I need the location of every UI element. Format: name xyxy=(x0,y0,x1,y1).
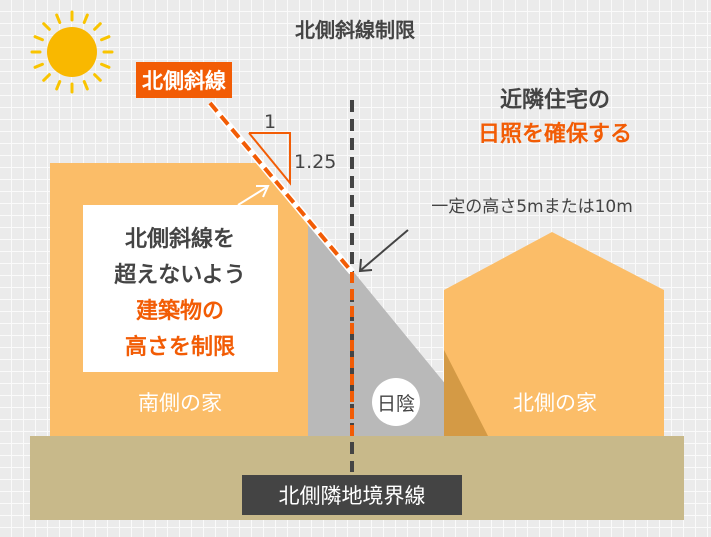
sun-ray xyxy=(55,80,62,91)
sun-ray xyxy=(93,22,102,31)
sun-ray xyxy=(100,62,111,69)
height-note-arrow-head xyxy=(358,258,373,273)
sun-ray xyxy=(33,62,44,69)
shade-label-circle xyxy=(372,378,420,426)
callout-line-2: 超えないよう xyxy=(114,263,246,288)
sun-ray xyxy=(42,22,51,31)
north-house-label: 北側の家 xyxy=(513,391,597,415)
shade-label: 日陰 xyxy=(377,393,415,415)
sun-ray xyxy=(42,73,51,82)
height-note-arrow xyxy=(360,229,409,271)
sun-ray xyxy=(82,13,89,24)
ratio-vertical: 1.25 xyxy=(294,151,336,173)
callout-line-3: 建築物の xyxy=(136,298,224,324)
ratio-triangle xyxy=(248,132,291,186)
neighbor-text-1: 近隣住宅の xyxy=(500,87,610,113)
neighbor-text-2: 日照を確保する xyxy=(478,121,632,147)
callout-line-4: 高さを制限 xyxy=(125,334,235,360)
height-note: 一定の高さ5mまたは10m xyxy=(431,197,633,217)
sun-icon xyxy=(30,10,114,94)
ratio-horizontal: 1 xyxy=(264,111,276,133)
callout-line-1: 北側斜線を xyxy=(125,226,235,252)
sun-ray xyxy=(33,35,44,42)
sun-ray xyxy=(82,80,89,91)
boundary-label-box xyxy=(242,475,462,515)
slope-line xyxy=(208,101,354,274)
north-house-shade xyxy=(444,350,488,436)
south-house-label: 南側の家 xyxy=(138,391,222,415)
slope-label-box xyxy=(136,62,232,98)
diagram-title: 北側斜線制限 xyxy=(295,18,415,42)
callout-arrow xyxy=(237,186,268,206)
callout-arrow-head xyxy=(256,185,270,198)
sun-ray xyxy=(55,13,62,24)
sun-ray xyxy=(100,35,111,42)
callout-box xyxy=(83,205,278,372)
boundary-label: 北側隣地境界線 xyxy=(279,484,426,508)
sun-ray xyxy=(93,73,102,82)
slope-label: 北側斜線 xyxy=(142,69,226,93)
north-house xyxy=(444,232,664,436)
